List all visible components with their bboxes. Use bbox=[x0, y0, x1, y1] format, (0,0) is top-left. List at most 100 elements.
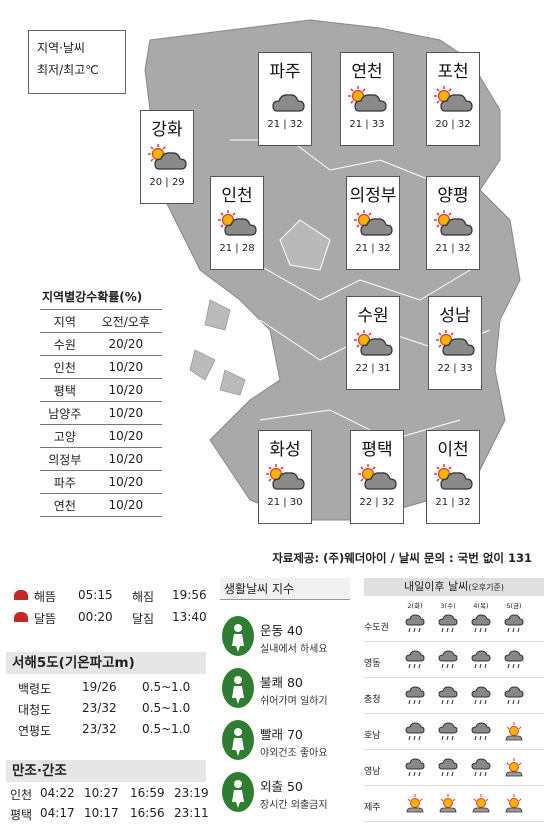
city-temps: 22 | 33 bbox=[437, 363, 473, 374]
life-index-item: 외출 50 장시간 외출금지 bbox=[222, 772, 352, 816]
set-time: 13:40 bbox=[172, 610, 207, 624]
moonrise-row: 달뜸 00:20 달짐 13:40 bbox=[14, 610, 214, 628]
city-max-temp: 32 bbox=[457, 497, 471, 508]
discomfort-icon bbox=[222, 668, 254, 708]
city-min-temp: 21 bbox=[267, 497, 281, 508]
rain-icon bbox=[404, 612, 426, 636]
tide-time: 16:56 bbox=[130, 806, 165, 820]
rain-value: 10/20 bbox=[89, 355, 162, 379]
week-day-label: 4(목) bbox=[473, 602, 489, 610]
table-row: 남양주 10/20 bbox=[40, 401, 162, 425]
rain-region: 남양주 bbox=[40, 401, 90, 425]
sunrise-row: 해뜸 05:15 해짐 19:56 bbox=[14, 588, 214, 606]
rain-icon bbox=[503, 684, 525, 708]
partly-cloudy-icon bbox=[217, 209, 259, 239]
map-legend: 지역·날씨 최저/최고℃ bbox=[28, 30, 126, 94]
rain-value: 10/20 bbox=[89, 447, 162, 471]
life-index-desc: 야외건조 좋아요 bbox=[260, 748, 328, 759]
laundry-icon bbox=[222, 720, 254, 760]
city-temps: 21 | 32 bbox=[435, 497, 471, 508]
rain-icon bbox=[503, 648, 525, 672]
table-row: 수원 20/20 bbox=[40, 332, 162, 356]
data-source: 자료제공: (주)웨더아이 / 날씨 문의 : 국번 없이 131 bbox=[272, 551, 532, 565]
partly-cloudy-icon bbox=[265, 463, 307, 493]
table-row: 의정부 10/20 bbox=[40, 447, 162, 471]
tide-time: 10:17 bbox=[84, 806, 119, 820]
rain-icon bbox=[437, 684, 459, 708]
city-min-temp: 21 bbox=[355, 243, 369, 254]
partly-cloudy-icon bbox=[435, 329, 477, 359]
rain-region: 평택 bbox=[40, 378, 90, 402]
city-name: 의정부 bbox=[349, 186, 397, 206]
week-region: 충청 bbox=[364, 695, 381, 705]
rain-value: 10/20 bbox=[89, 424, 162, 448]
city-card: 화성 21 | 30 bbox=[258, 430, 312, 524]
city-card: 강화 20 | 29 bbox=[140, 110, 194, 204]
rain-icon bbox=[404, 648, 426, 672]
partly-cloudy-icon bbox=[503, 792, 525, 816]
partly-cloudy-icon bbox=[433, 463, 475, 493]
rain-probability-table: 지역 오전/오후 수원 20/20 인천 10/20 평택 10/20 남양주 10/20 고양 10… bbox=[40, 309, 162, 517]
city-card: 양평 21 | 32 bbox=[426, 176, 480, 270]
sea-temp: 23/32 bbox=[82, 722, 117, 736]
rain-icon bbox=[404, 756, 426, 780]
partly-cloudy-icon bbox=[503, 720, 525, 744]
city-temps: 21 | 32 bbox=[267, 119, 303, 130]
city-name: 파주 bbox=[269, 62, 301, 82]
legend-line-region: 지역·날씨 bbox=[37, 41, 85, 55]
sea-region: 연평도 bbox=[18, 724, 52, 738]
city-max-temp: 32 bbox=[289, 119, 303, 130]
set-label: 달짐 bbox=[132, 612, 155, 626]
city-name: 수원 bbox=[357, 306, 389, 326]
city-max-temp: 32 bbox=[381, 497, 395, 508]
rain-icon bbox=[470, 612, 492, 636]
city-temps: 20 | 32 bbox=[435, 119, 471, 130]
table-row: 평택 10/20 bbox=[40, 378, 162, 402]
rain-value: 10/20 bbox=[89, 493, 162, 517]
rain-icon bbox=[437, 612, 459, 636]
life-index-item: 빨래 70 야외건조 좋아요 bbox=[222, 720, 352, 764]
tide-time: 23:19 bbox=[174, 786, 209, 800]
city-min-temp: 22 bbox=[437, 363, 451, 374]
city-max-temp: 28 bbox=[241, 243, 255, 254]
life-index-title-text: 빨래 70 bbox=[260, 727, 303, 742]
city-card: 평택 22 | 32 bbox=[350, 430, 404, 524]
week-day-label: 2(화) bbox=[407, 602, 423, 610]
partly-cloudy-icon bbox=[353, 329, 395, 359]
life-index-item: 불쾌 80 쉬어가며 일하기 bbox=[222, 668, 352, 712]
city-min-temp: 21 bbox=[349, 119, 363, 130]
city-card: 이천 21 | 32 bbox=[426, 430, 480, 524]
life-index-desc: 장시간 외출금지 bbox=[260, 800, 328, 811]
city-min-temp: 21 bbox=[267, 119, 281, 130]
weekly-forecast-title-text: 내일이후 날씨 bbox=[404, 580, 469, 593]
weekly-forecast-title: 내일이후 날씨(오후기준) bbox=[364, 578, 544, 596]
sea-section-title: 서해5도(기온파고m) bbox=[6, 652, 206, 674]
table-row: 호남 bbox=[364, 716, 544, 750]
set-time: 19:56 bbox=[172, 588, 207, 602]
partly-cloudy-icon bbox=[353, 209, 395, 239]
rain-header-row: 지역 오전/오후 bbox=[40, 309, 162, 333]
city-name: 인천 bbox=[221, 186, 253, 206]
city-min-temp: 22 bbox=[355, 363, 369, 374]
city-min-temp: 21 bbox=[435, 243, 449, 254]
partly-cloudy-icon bbox=[147, 143, 189, 173]
city-temps: 22 | 32 bbox=[359, 497, 395, 508]
rain-icon bbox=[404, 684, 426, 708]
table-row: 파주 10/20 bbox=[40, 470, 162, 494]
cloud-icon bbox=[265, 85, 307, 115]
set-label: 해짐 bbox=[132, 590, 155, 604]
city-card: 연천 21 | 33 bbox=[340, 52, 394, 146]
moon-icon bbox=[14, 612, 28, 622]
rise-label: 달뜸 bbox=[34, 612, 57, 626]
tide-region: 평택 bbox=[10, 808, 33, 822]
city-card: 파주 21 | 32 bbox=[258, 52, 312, 146]
city-temps: 21 | 30 bbox=[267, 497, 303, 508]
city-card: 성남 22 | 33 bbox=[428, 296, 482, 390]
rain-header-region: 지역 bbox=[40, 309, 90, 333]
tide-time: 04:17 bbox=[40, 806, 75, 820]
partly-cloudy-icon bbox=[437, 792, 459, 816]
city-name: 양평 bbox=[437, 186, 469, 206]
tide-time: 04:22 bbox=[40, 786, 75, 800]
legend-line-temp: 최저/최고℃ bbox=[37, 63, 99, 77]
rain-region: 파주 bbox=[40, 470, 90, 494]
